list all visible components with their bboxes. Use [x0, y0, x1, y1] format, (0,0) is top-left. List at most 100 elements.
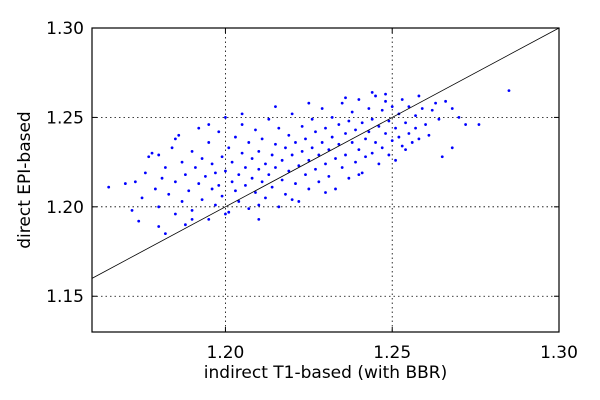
data-point [354, 128, 357, 132]
data-point [310, 117, 314, 121]
data-point [187, 189, 191, 193]
data-point [414, 114, 417, 118]
data-point [327, 175, 331, 178]
data-point [300, 149, 304, 153]
data-point [324, 191, 327, 194]
data-point [340, 101, 344, 105]
data-point [400, 144, 404, 148]
data-point [464, 123, 467, 126]
data-point [314, 167, 317, 171]
data-point [380, 146, 384, 150]
data-point [264, 162, 267, 166]
data-point [244, 183, 247, 187]
data-point [370, 151, 374, 155]
data-point [150, 151, 154, 155]
data-point [344, 153, 347, 157]
data-point [217, 130, 221, 134]
ticks [92, 27, 560, 332]
data-point [197, 126, 201, 130]
data-point [444, 99, 447, 103]
data-point [157, 153, 161, 157]
data-point [260, 137, 264, 141]
data-point [317, 153, 321, 157]
data-point [210, 162, 214, 166]
data-point [200, 157, 204, 160]
data-point [257, 203, 261, 207]
data-point [360, 171, 364, 175]
y-axis-label: direct EPI-based [15, 111, 35, 248]
data-point [207, 123, 211, 126]
data-point [220, 194, 224, 198]
data-point [357, 173, 361, 177]
data-point [137, 219, 141, 223]
data-point [214, 171, 217, 175]
data-point [264, 196, 267, 200]
data-point [310, 146, 314, 150]
data-point [314, 130, 317, 134]
data-point [390, 105, 394, 109]
data-point [384, 132, 387, 135]
data-point [267, 173, 271, 177]
data-point [294, 182, 297, 185]
data-point [354, 160, 357, 164]
data-point [344, 132, 347, 135]
data-point [374, 141, 377, 144]
data-point [394, 158, 397, 162]
data-point [173, 212, 177, 216]
data-point [437, 117, 441, 121]
data-point [340, 166, 344, 169]
grid [92, 28, 559, 332]
data-point [427, 133, 431, 137]
data-point [307, 158, 311, 162]
data-point [290, 198, 294, 202]
data-point [197, 182, 201, 185]
data-point [237, 200, 241, 203]
data-point [224, 116, 227, 119]
data-point [237, 173, 241, 177]
data-point [370, 117, 374, 121]
data-point [140, 196, 144, 200]
data-point [274, 105, 277, 109]
data-point [397, 135, 401, 139]
data-point [250, 176, 254, 180]
data-point [327, 148, 331, 152]
data-point [240, 151, 244, 155]
data-point [477, 123, 481, 126]
data-point [300, 124, 304, 128]
data-points [107, 89, 511, 236]
data-point [274, 166, 277, 169]
data-point [307, 101, 311, 105]
data-point [153, 187, 157, 191]
data-point [287, 169, 291, 173]
data-point [307, 187, 311, 191]
y-tick-label: 1.25 [46, 108, 84, 128]
data-point [130, 209, 134, 212]
data-point [234, 135, 237, 139]
data-point [367, 130, 371, 134]
data-point [297, 164, 301, 168]
data-point [244, 166, 247, 169]
data-point [184, 223, 187, 227]
data-point [277, 126, 281, 130]
tick-labels: 1.20 1.25 1.30 1.15 1.20 1.25 1.30 [46, 19, 578, 363]
data-point [337, 142, 341, 146]
data-point [304, 173, 307, 177]
data-point [227, 210, 231, 214]
data-point [123, 182, 127, 185]
data-point [247, 207, 251, 211]
data-point [214, 203, 217, 207]
data-point [304, 137, 307, 141]
data-point [280, 158, 284, 162]
data-point [380, 108, 384, 112]
data-point [204, 175, 207, 178]
data-point [254, 128, 257, 132]
data-point [257, 167, 261, 171]
data-point [450, 107, 454, 110]
data-point [324, 126, 327, 130]
data-point [350, 141, 354, 144]
data-point [257, 149, 261, 153]
data-point [247, 141, 251, 144]
data-point [163, 232, 167, 236]
